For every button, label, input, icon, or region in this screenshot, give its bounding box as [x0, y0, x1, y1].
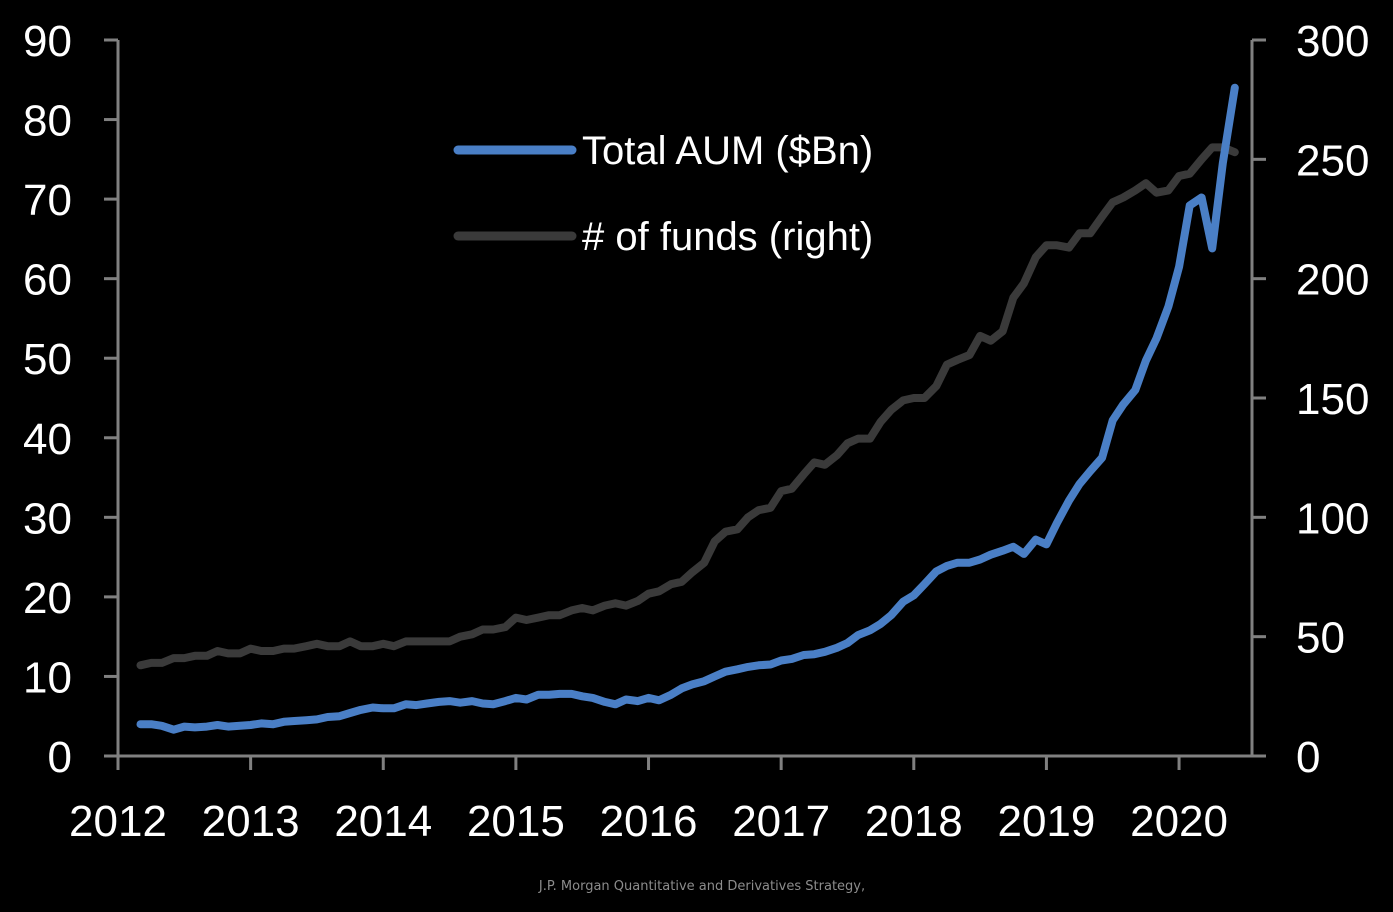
y2-tick-label: 150	[1296, 375, 1369, 424]
y-tick-label: 70	[23, 176, 72, 225]
y-tick-label: 30	[23, 494, 72, 543]
x-tick-label: 2016	[600, 797, 698, 846]
x-tick-label: 2019	[997, 797, 1095, 846]
y2-tick-label: 100	[1296, 494, 1369, 543]
y-tick-label: 90	[23, 17, 72, 66]
y-tick-label: 50	[23, 335, 72, 384]
y-tick-label: 80	[23, 97, 72, 146]
legend-label-total-aum: Total AUM ($Bn)	[582, 129, 873, 173]
y2-tick-label: 0	[1296, 733, 1320, 782]
y-tick-label: 20	[23, 574, 72, 623]
x-tick-label: 2020	[1130, 797, 1228, 846]
y2-tick-label: 300	[1296, 17, 1369, 66]
y-tick-label: 40	[23, 415, 72, 464]
source-note: J.P. Morgan Quantitative and Derivatives…	[538, 879, 865, 894]
legend-label-num-funds: # of funds (right)	[582, 215, 873, 259]
y-tick-label: 60	[23, 256, 72, 305]
y-tick-label: 10	[23, 653, 72, 702]
x-tick-label: 2012	[69, 797, 167, 846]
legend: Total AUM ($Bn) # of funds (right)	[453, 129, 873, 259]
axes: 0 10 20 30 40 50 60 70 80 90 0 50 100 150 200 250 300 201…	[23, 17, 1369, 846]
y-tick-label: 0	[48, 733, 72, 782]
y2-tick-label: 50	[1296, 614, 1345, 663]
x-tick-label: 2015	[467, 797, 565, 846]
x-tick-label: 2014	[334, 797, 432, 846]
series-lines	[136, 83, 1239, 734]
x-tick-label: 2017	[732, 797, 830, 846]
series-line-num-funds	[136, 143, 1239, 670]
series-line-total-aum	[136, 83, 1239, 734]
y2-tick-label: 200	[1296, 256, 1369, 305]
x-tick-label: 2013	[202, 797, 300, 846]
y2-tick-label: 250	[1296, 136, 1369, 185]
x-tick-label: 2018	[865, 797, 963, 846]
